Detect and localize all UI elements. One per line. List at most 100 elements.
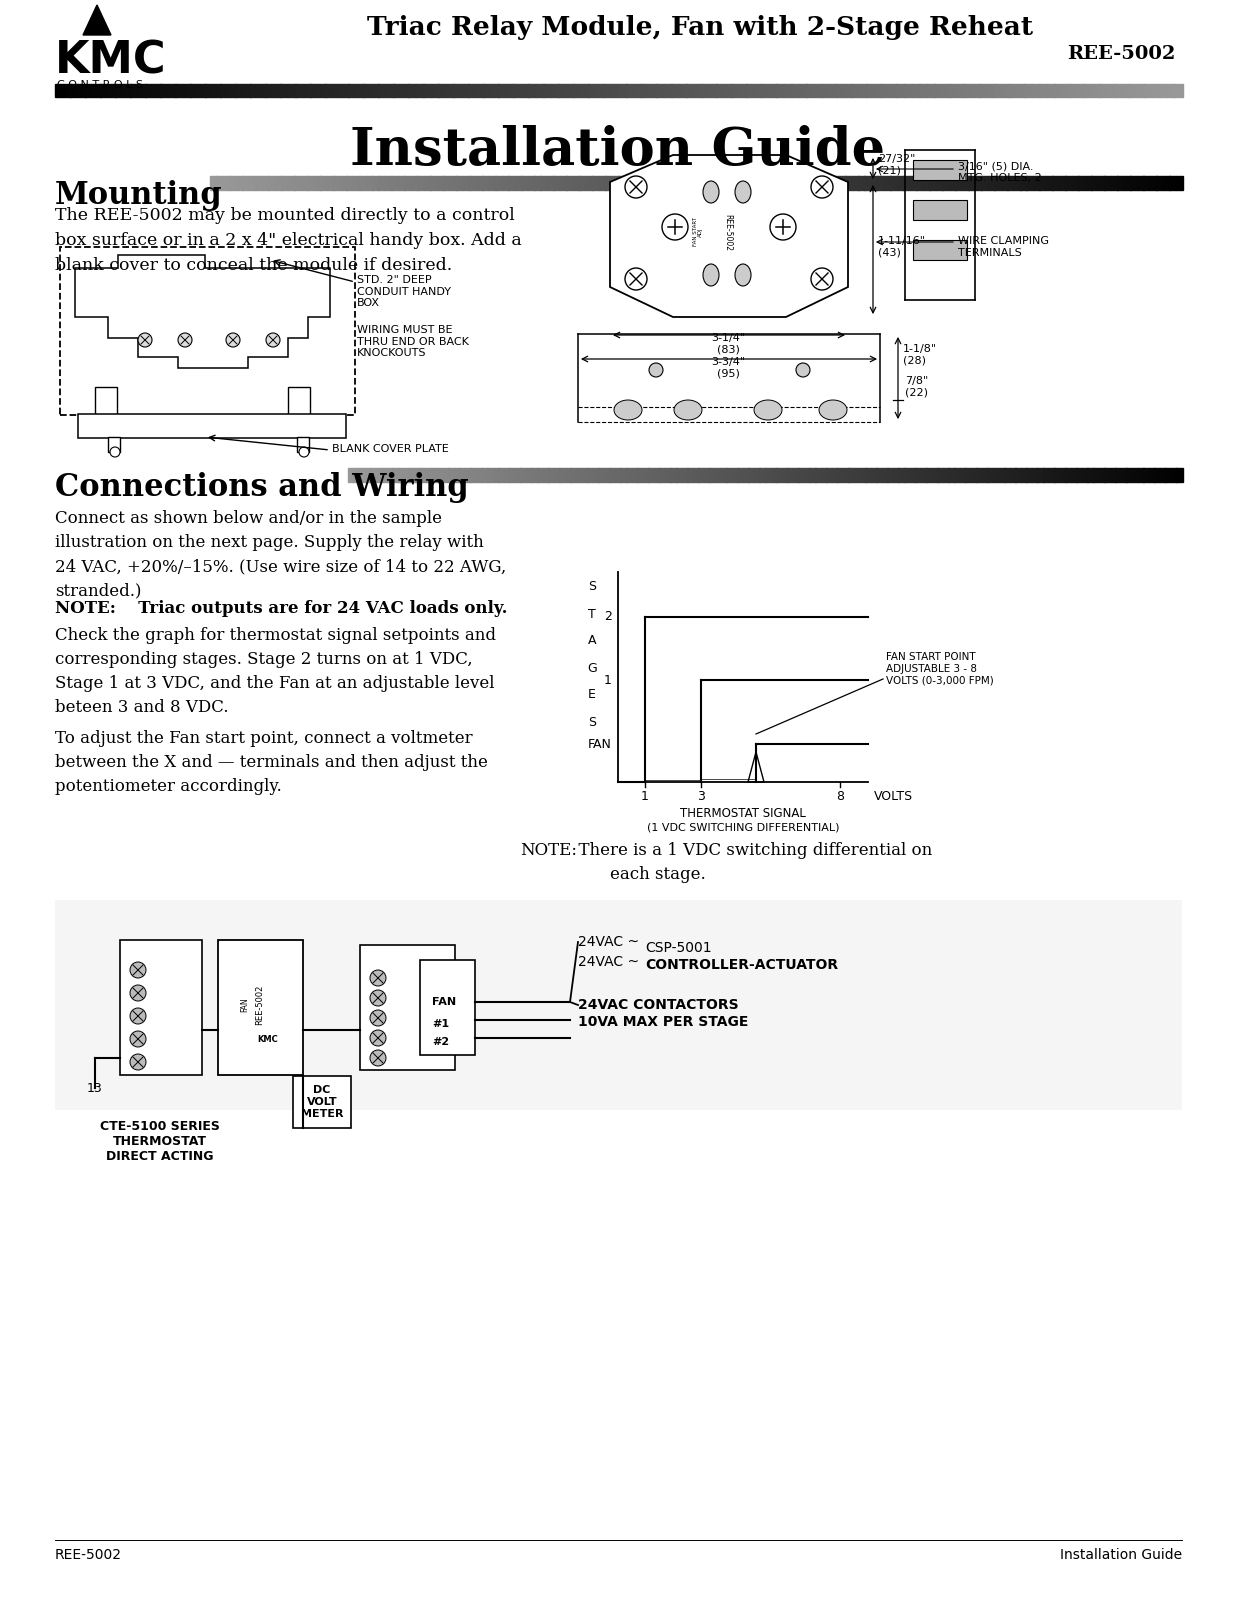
Bar bbox=[510, 467, 516, 482]
Bar bbox=[889, 83, 897, 98]
Text: FAN: FAN bbox=[588, 738, 612, 750]
Text: Check the graph for thermostat signal setpoints and
corresponding stages. Stage : Check the graph for thermostat signal se… bbox=[54, 627, 496, 717]
Bar bbox=[1152, 83, 1160, 98]
Bar bbox=[242, 176, 250, 190]
Bar bbox=[281, 83, 288, 98]
Bar bbox=[761, 176, 768, 190]
Bar bbox=[513, 83, 521, 98]
Bar bbox=[348, 83, 356, 98]
Text: T: T bbox=[588, 608, 596, 621]
Text: FAN: FAN bbox=[240, 998, 250, 1013]
Bar bbox=[570, 467, 576, 482]
Bar bbox=[969, 176, 975, 190]
Bar bbox=[1149, 176, 1157, 190]
Bar bbox=[670, 467, 677, 482]
Circle shape bbox=[370, 1050, 386, 1066]
Bar bbox=[633, 83, 642, 98]
Bar bbox=[722, 176, 729, 190]
Bar bbox=[987, 467, 993, 482]
Bar bbox=[379, 83, 386, 98]
Bar bbox=[954, 467, 960, 482]
Bar bbox=[593, 467, 599, 482]
Text: 3-3/4"
(95): 3-3/4" (95) bbox=[711, 357, 745, 379]
Bar bbox=[720, 467, 726, 482]
Bar bbox=[216, 176, 224, 190]
Bar bbox=[183, 83, 190, 98]
Bar bbox=[809, 467, 815, 482]
Bar bbox=[54, 83, 63, 98]
Bar bbox=[137, 83, 146, 98]
Bar bbox=[1097, 176, 1105, 190]
Bar bbox=[333, 83, 341, 98]
Bar bbox=[1100, 83, 1107, 98]
Bar bbox=[1087, 467, 1094, 482]
Bar bbox=[704, 467, 710, 482]
Bar bbox=[715, 176, 722, 190]
Bar bbox=[288, 176, 294, 190]
Bar bbox=[910, 176, 917, 190]
Bar bbox=[792, 83, 799, 98]
Bar bbox=[152, 83, 161, 98]
Bar bbox=[392, 467, 398, 482]
Bar bbox=[235, 83, 244, 98]
Bar bbox=[1065, 467, 1071, 482]
Bar bbox=[501, 176, 508, 190]
Bar bbox=[955, 176, 962, 190]
Bar bbox=[768, 83, 777, 98]
Bar bbox=[262, 176, 268, 190]
Bar bbox=[1021, 467, 1027, 482]
Bar bbox=[567, 176, 574, 190]
Bar bbox=[430, 176, 438, 190]
Bar bbox=[923, 176, 930, 190]
Bar bbox=[416, 83, 423, 98]
Bar bbox=[1098, 467, 1105, 482]
Bar bbox=[1004, 467, 1011, 482]
Text: #2: #2 bbox=[432, 1037, 449, 1046]
Bar bbox=[1077, 83, 1085, 98]
Bar bbox=[386, 83, 393, 98]
Bar bbox=[63, 83, 71, 98]
Bar bbox=[995, 176, 1001, 190]
Bar bbox=[387, 467, 393, 482]
Bar bbox=[935, 176, 943, 190]
Bar bbox=[448, 467, 454, 482]
Bar bbox=[438, 83, 447, 98]
Bar bbox=[453, 83, 461, 98]
Circle shape bbox=[795, 363, 810, 378]
Bar bbox=[753, 83, 762, 98]
Bar bbox=[851, 83, 860, 98]
Bar bbox=[882, 467, 888, 482]
Bar bbox=[554, 467, 560, 482]
Bar bbox=[445, 83, 454, 98]
Bar bbox=[920, 467, 927, 482]
Bar bbox=[482, 176, 489, 190]
Bar bbox=[1171, 467, 1176, 482]
Bar bbox=[931, 467, 938, 482]
Bar bbox=[1165, 467, 1171, 482]
Bar bbox=[340, 83, 349, 98]
Bar bbox=[1138, 467, 1143, 482]
Bar bbox=[637, 467, 643, 482]
Text: 3-1/4"
(83): 3-1/4" (83) bbox=[711, 333, 745, 355]
Bar bbox=[310, 83, 318, 98]
Bar bbox=[831, 467, 837, 482]
Text: S: S bbox=[588, 715, 596, 728]
Bar bbox=[631, 176, 638, 190]
Text: 10VA MAX PER STAGE: 10VA MAX PER STAGE bbox=[578, 1014, 748, 1029]
Bar bbox=[904, 467, 910, 482]
Bar bbox=[666, 467, 670, 482]
Bar bbox=[934, 83, 943, 98]
Text: KMC: KMC bbox=[54, 40, 167, 83]
Bar bbox=[376, 467, 382, 482]
Bar bbox=[371, 83, 379, 98]
Bar bbox=[876, 467, 882, 482]
Text: CSP-5001: CSP-5001 bbox=[644, 941, 711, 955]
Bar bbox=[443, 176, 450, 190]
Bar bbox=[753, 467, 760, 482]
Text: (1 VDC SWITCHING DIFFERENTIAL): (1 VDC SWITCHING DIFFERENTIAL) bbox=[647, 822, 839, 832]
Bar bbox=[1122, 83, 1129, 98]
Text: 24VAC ~: 24VAC ~ bbox=[578, 934, 640, 949]
Bar bbox=[1032, 83, 1040, 98]
Bar bbox=[293, 1075, 351, 1128]
Bar bbox=[250, 83, 259, 98]
